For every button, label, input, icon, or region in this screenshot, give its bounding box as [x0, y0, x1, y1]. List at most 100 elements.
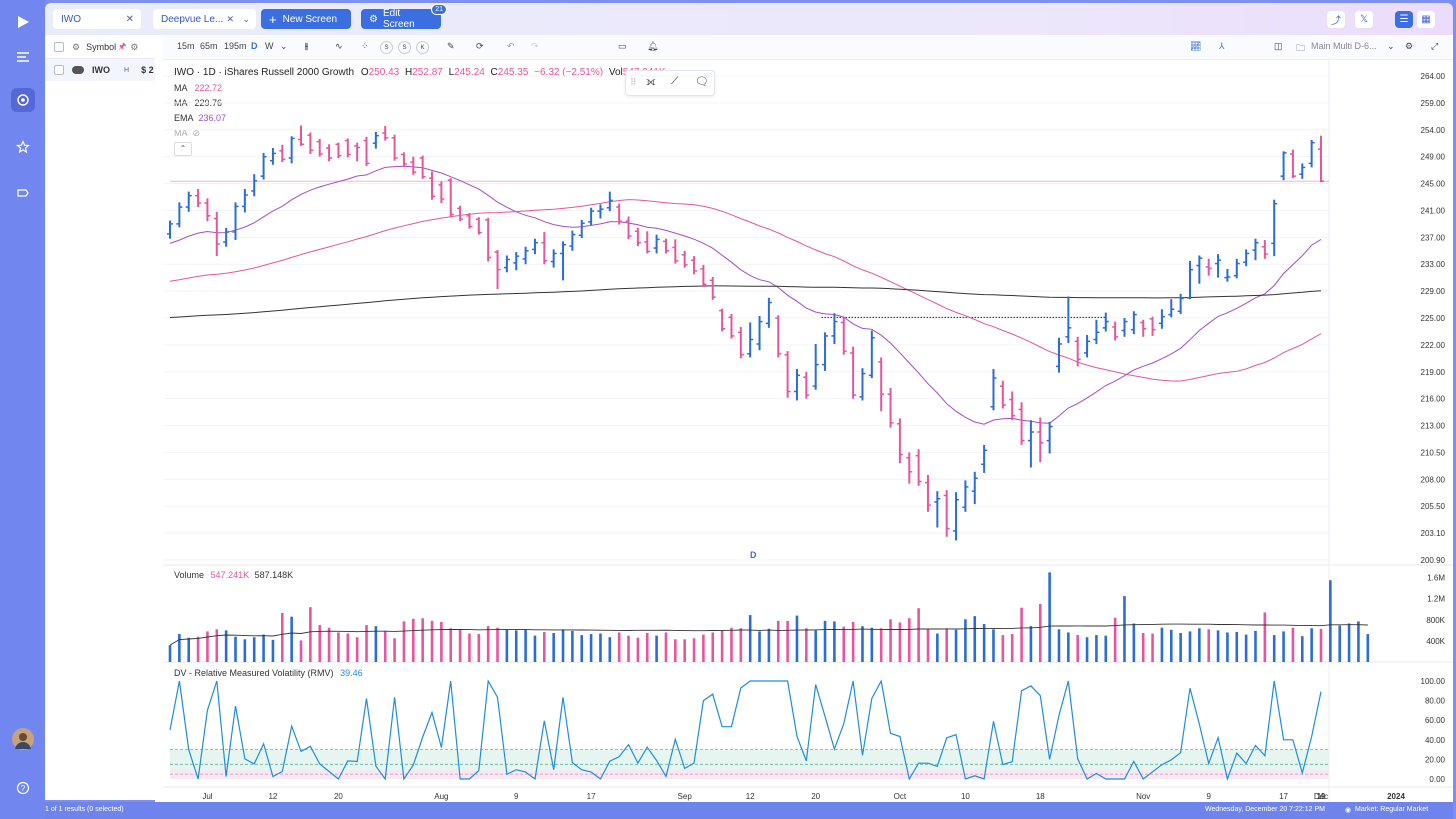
interval-w[interactable]: W [265, 41, 274, 51]
list-item[interactable]: IWO H $ 2 [45, 59, 155, 81]
share-icon[interactable]: ⤴ [1327, 11, 1345, 28]
refresh-icon[interactable]: ⟳ [476, 41, 484, 51]
star-icon[interactable] [11, 135, 35, 159]
redo-icon[interactable]: ↷ [531, 41, 539, 51]
rmv-tick-label: 60.00 [1425, 716, 1446, 725]
avatar[interactable] [12, 728, 34, 750]
trendline-tool-icon[interactable]: ⟋ [671, 75, 679, 87]
indicator-ma-1[interactable]: MA 222.72 [174, 83, 222, 93]
tab-deepvue-layout[interactable]: Deepvue Le... ✕ ⌄ [153, 9, 256, 29]
calendar-icon[interactable]: ▭ [618, 41, 627, 51]
new-screen-button[interactable]: + New Screen [261, 9, 351, 29]
date-tick-label: 9 [514, 792, 519, 801]
price-tick-label: 208.00 [1421, 475, 1446, 484]
undo-icon[interactable]: ↶ [507, 41, 515, 51]
indicator-ma-2[interactable]: MA 229.76 [174, 98, 222, 108]
pencil-icon[interactable]: ✎ [447, 41, 455, 51]
flag-icon[interactable] [11, 182, 35, 206]
tab-iwo[interactable]: IWO ✕ [53, 9, 141, 29]
menu-icon[interactable] [11, 45, 35, 69]
rmv-low-band [170, 749, 1329, 770]
bar-type-icon[interactable]: ⫲ [305, 41, 308, 51]
comment-tool-icon[interactable]: 🗨︎ [695, 76, 709, 88]
chevron-down-icon[interactable]: ⌄ [280, 41, 288, 51]
fullscreen-icon[interactable]: ⤢ [1431, 41, 1439, 51]
list-view-icon[interactable]: ☰ [1395, 11, 1413, 28]
close-value: 245.35 [497, 67, 529, 78]
price-tick-label: 237.00 [1421, 233, 1446, 242]
app-logo-icon[interactable] [11, 10, 35, 34]
symbol-column-header[interactable]: Symbol [86, 42, 117, 52]
volume-current: 547.241K [210, 570, 250, 580]
select-all-checkbox[interactable] [54, 42, 64, 52]
rmv-tick-label: 40.00 [1425, 736, 1446, 745]
interval-d[interactable]: D [251, 41, 258, 51]
change-value: −6.32 (−2.51%) [534, 67, 604, 78]
compare-icon[interactable]: ⅄ [1219, 41, 1225, 51]
volume-legend: Volume 547.241K 587.148K [174, 570, 293, 580]
date-tick-label: 9 [1206, 792, 1211, 801]
collapse-legend-button[interactable]: ⌃ [174, 142, 192, 156]
date-tick-label: 12 [268, 792, 277, 801]
price-tick-label: 213.00 [1421, 422, 1446, 431]
folder-icon[interactable]: 🗀 [1296, 43, 1306, 53]
watchlist-header: ⚙ Symbol 🖈 ⚙ [45, 36, 155, 59]
alert-bell-icon[interactable]: 🔔︎ [647, 41, 659, 51]
circle-s2-button[interactable]: S [398, 41, 411, 54]
price-chart-svg[interactable]: 264.00 259.00 254.00 249.00 245.00 241.00 237.… [163, 35, 1453, 802]
x-twitter-icon[interactable]: 𝕏 [1355, 11, 1373, 28]
eye-hidden-icon[interactable]: ⊘ [192, 128, 201, 138]
close-icon[interactable]: ✕ [125, 13, 134, 25]
layout-name[interactable]: Main Multi D-6... [1311, 41, 1377, 51]
volume-tick-label: 800K [1426, 616, 1445, 625]
status-bar: 1 of 1 results (0 selected) Wednesday, D… [45, 802, 1453, 819]
indicator-value: 222.72 [194, 83, 223, 93]
pin-icon: 🖈 [118, 41, 127, 51]
interval-195m[interactable]: 195m [224, 41, 247, 51]
high-value: 252.87 [412, 67, 443, 78]
dividend-marker[interactable]: D [750, 550, 757, 560]
tab-label: Deepvue Le... [161, 13, 224, 25]
layout-icon[interactable]: ◫ [1274, 41, 1283, 51]
market-status: Market: Regular Market [1355, 806, 1429, 813]
indicator-ema[interactable]: EMA 236.07 [174, 113, 226, 123]
row-checkbox[interactable] [54, 65, 64, 75]
settings-icon[interactable]: ⚙ [72, 41, 81, 52]
rmv-tick-label: 100.00 [1421, 677, 1446, 686]
templates-icon[interactable]: ⁘ [361, 41, 369, 51]
date-tick-label: 19 [1317, 792, 1326, 801]
help-icon[interactable]: ? [11, 776, 35, 800]
chevron-down-icon[interactable]: ⌄ [242, 13, 250, 24]
drag-handle-icon[interactable]: ⠿ [630, 77, 637, 87]
candlestick-tool-icon[interactable]: ⟗ [646, 76, 656, 88]
gear-icon[interactable]: ⚙ [1405, 41, 1414, 51]
row-symbol: IWO [92, 65, 110, 75]
indicator-ma-hidden[interactable]: MA ⊘ [174, 128, 200, 139]
interval-65m[interactable]: 65m [200, 41, 218, 51]
chevron-down-icon[interactable]: ⌄ [1387, 41, 1395, 51]
date-tick-label: 10 [961, 792, 970, 801]
circle-k-button[interactable]: K [416, 41, 429, 54]
rmv-value: 39.46 [340, 668, 363, 678]
column-settings-icon[interactable]: ⚙ [130, 41, 139, 52]
close-icon[interactable]: ✕ [226, 13, 234, 24]
price-tick-label: 216.00 [1421, 395, 1446, 404]
ma-50-line [169, 199, 1322, 382]
screener-icon[interactable] [11, 88, 35, 112]
edit-screen-button[interactable]: ⚙ Edit Screen 21 [361, 4, 447, 30]
date-tick-label: 11 [1317, 792, 1326, 801]
date-tick-label: 17 [1279, 792, 1288, 801]
panel-divider[interactable] [155, 35, 163, 802]
date-tick-label: 17 [587, 792, 596, 801]
low-value: 245.24 [454, 67, 485, 78]
indicators-icon[interactable]: ∿ [335, 41, 343, 51]
circle-s1-button[interactable]: S [380, 41, 393, 54]
price-tick-label: 210.50 [1421, 448, 1446, 457]
interval-15m[interactable]: 15m [177, 41, 195, 51]
market-status-icon: ◉ [1345, 807, 1352, 814]
rmv-line [169, 679, 1322, 782]
top-bar: IWO ✕ Deepvue Le... ✕ ⌄ + New Screen ⚙ E… [45, 3, 1453, 35]
chart-style-icon[interactable]: 📈︎ [1190, 41, 1202, 51]
grid-view-icon[interactable]: ▦ [1417, 11, 1435, 28]
rmv-tick-label: 0.00 [1429, 775, 1445, 784]
